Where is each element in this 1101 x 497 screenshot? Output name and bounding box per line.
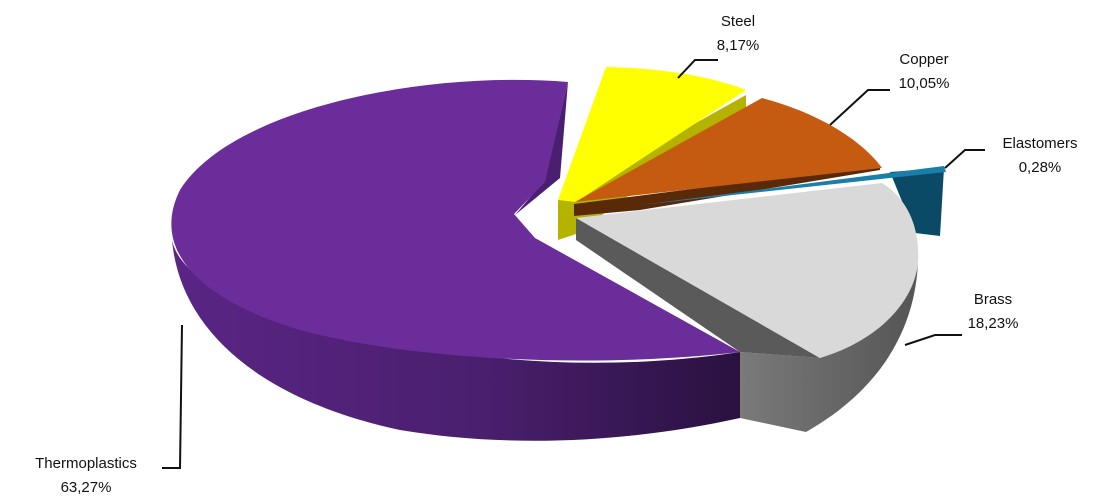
label-copper-name: Copper xyxy=(899,51,948,68)
label-thermoplastics-value: 63,27% xyxy=(61,479,112,496)
slice-thermoplastics xyxy=(171,79,740,441)
slice-brass-side xyxy=(740,262,918,432)
label-steel-name: Steel xyxy=(721,13,755,30)
slice-thermoplastics-cut xyxy=(515,82,568,215)
slice-thermoplastics-top xyxy=(171,79,740,361)
label-elastomers-value: 0,28% xyxy=(1019,159,1062,176)
label-thermoplastics-name: Thermoplastics xyxy=(35,455,137,472)
label-brass-name: Brass xyxy=(974,291,1012,308)
slice-thermoplastics-side xyxy=(172,240,740,441)
label-copper: Copper 10,05% xyxy=(899,51,950,92)
slice-steel-top xyxy=(558,67,746,202)
slice-copper-side xyxy=(574,165,880,216)
label-steel-value: 8,17% xyxy=(717,37,760,54)
leader-brass xyxy=(904,334,962,346)
slice-brass-top xyxy=(576,183,919,358)
label-copper-value: 10,05% xyxy=(899,75,950,92)
label-brass-value: 18,23% xyxy=(968,315,1019,332)
label-elastomers-name: Elastomers xyxy=(1002,135,1077,152)
label-thermoplastics: Thermoplastics 63,27% xyxy=(35,455,137,496)
label-elastomers: Elastomers 0,28% xyxy=(1002,135,1077,176)
leader-thermoplastics xyxy=(162,324,183,469)
leader-steel xyxy=(677,59,718,79)
slice-copper-top xyxy=(575,98,882,202)
slice-elastomers-side xyxy=(890,168,944,236)
label-steel: Steel 8,17% xyxy=(717,13,760,54)
slice-elastomers-top xyxy=(640,166,946,205)
slice-brass xyxy=(576,183,919,432)
slice-copper xyxy=(574,98,882,216)
slice-elastomers xyxy=(640,166,946,236)
leader-elastomers xyxy=(944,149,985,169)
label-brass: Brass 18,23% xyxy=(968,291,1019,332)
leader-copper xyxy=(829,89,890,126)
